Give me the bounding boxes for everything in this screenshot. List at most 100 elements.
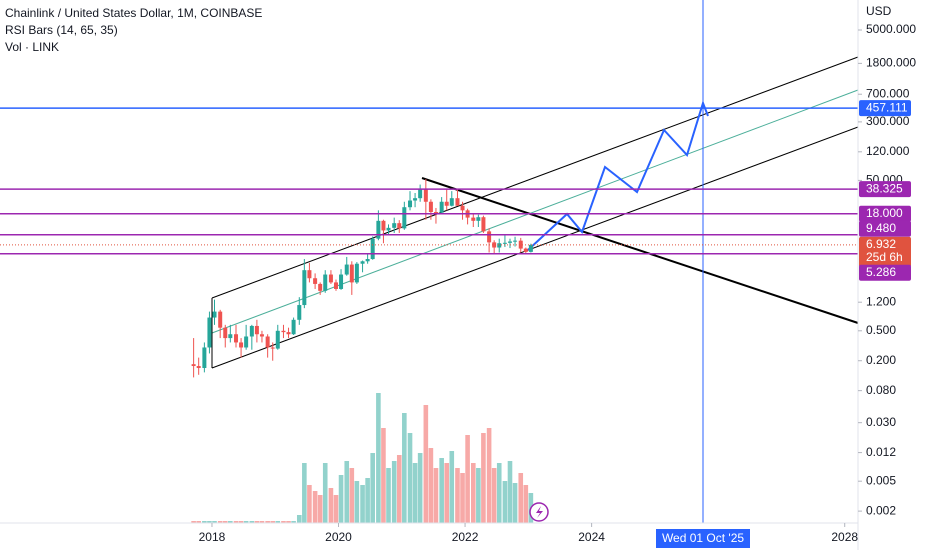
candle-body (392, 223, 397, 228)
volume-label: Vol · LINK (5, 40, 59, 54)
candle-body (297, 305, 302, 320)
volume-bar (433, 468, 439, 523)
y-tick-label: 300.000 (866, 114, 910, 128)
candle-body (402, 207, 407, 229)
volume-bar (428, 448, 434, 523)
volume-bar (476, 468, 481, 523)
candle-body (502, 242, 507, 244)
volume-bar (376, 393, 381, 523)
volume-bar (196, 521, 201, 523)
y-tick-label: 0.200 (866, 353, 896, 367)
countdown-box (859, 249, 911, 266)
price-label: 5.286 (866, 265, 896, 279)
volume-bar (502, 481, 508, 523)
candle-body (291, 319, 296, 335)
volume-bar (444, 463, 450, 523)
volume-bar (386, 468, 391, 523)
candle-body (349, 264, 354, 283)
price-label: 457.111 (866, 100, 908, 114)
volume-bar (523, 485, 529, 523)
x-tick-label: 2024 (578, 530, 605, 544)
price-label-box (859, 236, 911, 253)
volume-bar (281, 521, 286, 523)
candle-body (397, 223, 402, 229)
volume-bar (370, 453, 375, 523)
candle-body (249, 325, 254, 337)
candle-body (228, 334, 233, 339)
price-label: 38.325 (866, 181, 903, 195)
volume-bar (202, 521, 207, 523)
candle-body (433, 211, 438, 213)
channel-mid (211, 89, 859, 334)
volume-bar (481, 433, 486, 523)
candle-body (386, 227, 391, 231)
candle-body (513, 240, 518, 242)
volume-bar (302, 463, 307, 523)
crosshair-date-box (656, 529, 750, 548)
candle-body (318, 283, 323, 291)
y-tick-label: 0.002 (866, 503, 896, 517)
x-tick-label: 2020 (325, 530, 352, 544)
currency-label: USD (866, 4, 892, 18)
countdown: 25d 6h (866, 250, 903, 264)
candle-body (302, 270, 307, 306)
alert-icon-bolt (536, 506, 543, 518)
volume-bar (417, 453, 423, 523)
candle-body (518, 240, 523, 249)
candle-body (307, 270, 312, 279)
candle-body (354, 263, 359, 283)
price-label: 18.000 (866, 206, 903, 220)
candle-body (234, 334, 239, 343)
candle-body (244, 336, 249, 348)
candle-body (191, 364, 196, 367)
volume-bar (449, 451, 455, 523)
volume-bar (507, 461, 513, 523)
candle-body (218, 311, 223, 328)
candle-body (408, 200, 413, 208)
candle-body (487, 231, 492, 243)
volume-bar (518, 473, 524, 523)
candle-body (455, 198, 460, 206)
volume-bar (191, 521, 196, 523)
volume-bar (512, 483, 518, 523)
candle-body (428, 201, 433, 212)
candle-body (328, 274, 333, 283)
volume-bar (322, 463, 328, 523)
volume-bar (465, 435, 470, 523)
volume-bar (412, 463, 418, 523)
candle-body (223, 327, 228, 339)
volume-bar (259, 521, 265, 523)
candle-body (270, 347, 275, 349)
volume-bar (296, 515, 302, 523)
candle-body (259, 334, 264, 337)
candle-body (344, 264, 349, 275)
volume-bar (396, 455, 402, 523)
y-tick-label: 0.005 (866, 473, 896, 487)
volume-bar (460, 473, 465, 523)
y-tick-label: 1800.000 (866, 56, 916, 70)
plot-area (0, 0, 859, 523)
y-tick-label: 0.500 (866, 323, 896, 337)
volume-bar (328, 488, 334, 523)
volume-bar (222, 521, 228, 523)
volume-bar (496, 463, 502, 523)
candle-body (360, 261, 365, 264)
candle-body (313, 278, 318, 284)
volume-bar (333, 495, 339, 523)
price-label-box (859, 181, 911, 198)
candle-body (460, 205, 465, 211)
volume-bar (212, 521, 217, 523)
candle-body (286, 332, 291, 335)
candle-body (423, 188, 428, 202)
y-tick-label: 1.200 (866, 294, 896, 308)
volume-bar (228, 521, 233, 523)
indicator-label: RSI Bars (14, 65, 35) (5, 23, 118, 37)
candle-body (418, 188, 423, 199)
price-label-box (859, 100, 911, 117)
volume-bar (491, 468, 497, 523)
volume-bar (381, 428, 386, 523)
candle-body (339, 274, 344, 289)
candle-body (196, 366, 201, 369)
volume-bar (238, 521, 244, 523)
